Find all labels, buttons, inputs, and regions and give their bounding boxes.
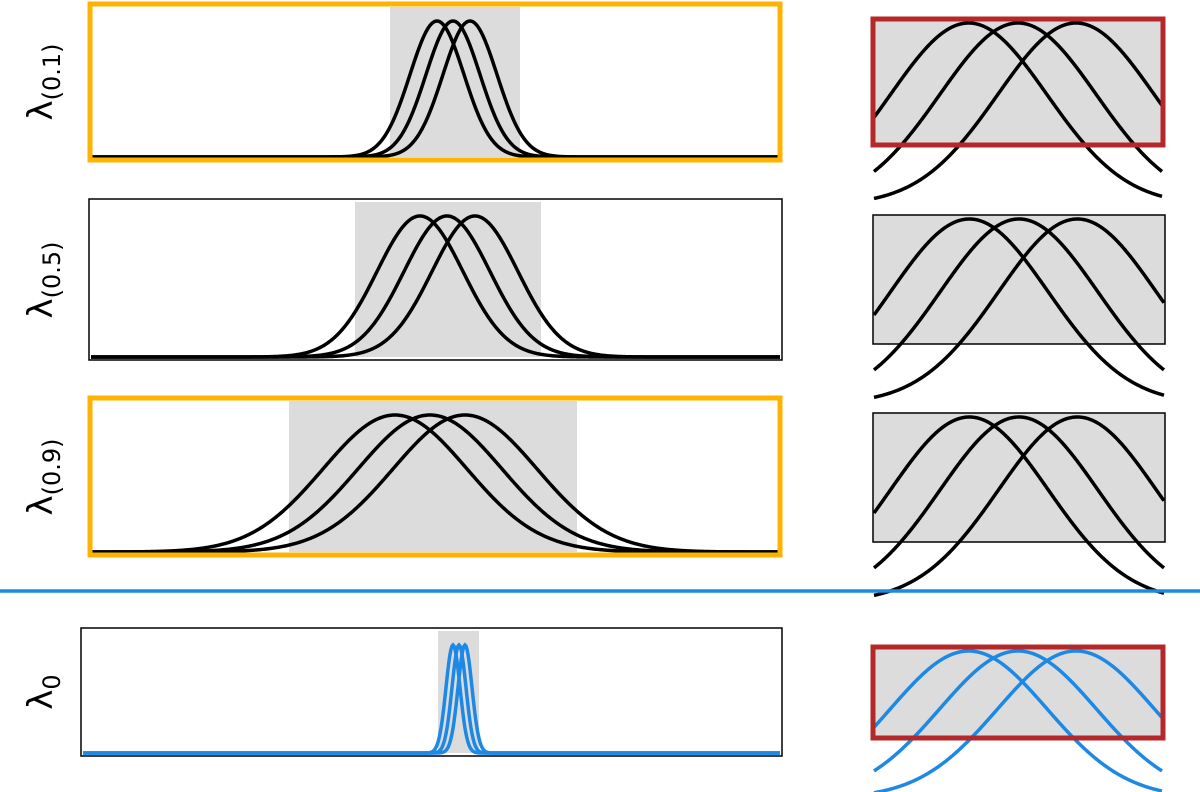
row: λ(0.5) (21, 198, 1166, 400)
row-label: λ(0.1) (21, 43, 66, 120)
label-symbol: λ (21, 690, 61, 710)
zoom-panel-frame (870, 644, 1166, 741)
panel-frame (88, 198, 783, 361)
zoom-panel-frame (870, 16, 1166, 148)
zoom-panel-frame (872, 214, 1166, 345)
panel-frame (80, 627, 783, 757)
label-subscript: (0.9) (38, 438, 66, 495)
curve (872, 415, 1165, 595)
curve (873, 649, 1164, 792)
curve (83, 642, 780, 755)
row: λ(0.1) (21, 1, 1166, 201)
curve (92, 413, 778, 554)
curve (873, 649, 1163, 773)
label-subscript: (0.5) (38, 241, 66, 298)
panel-frame (87, 1, 783, 163)
row: λ0 (21, 627, 1166, 792)
zoom-panel-frame (872, 412, 1166, 543)
row-label: λ(0.5) (21, 241, 66, 318)
curve (872, 217, 1165, 397)
panel-bg (81, 628, 782, 756)
label-symbol: λ (21, 495, 61, 515)
curve (873, 21, 1164, 201)
zoom-panel-bg (873, 647, 1163, 738)
curve (872, 21, 1163, 199)
curve (873, 415, 1166, 598)
row-label: λ0 (21, 674, 66, 709)
curve (92, 19, 778, 159)
label-subscript: 0 (38, 674, 66, 689)
row-label: λ(0.9) (21, 438, 66, 515)
row: λ(0.9) (21, 395, 1166, 598)
curve (872, 649, 1163, 792)
curve (872, 217, 1166, 372)
curve (872, 415, 1166, 570)
highlight-region (355, 202, 541, 357)
zoom-panel-bg (873, 413, 1165, 542)
curve (91, 214, 780, 359)
label-symbol: λ (21, 100, 61, 120)
curve (873, 217, 1166, 400)
panel-frame (87, 395, 783, 558)
zoom-panel-bg (873, 19, 1163, 145)
curve (872, 21, 1164, 173)
label-subscript: (0.1) (38, 43, 66, 100)
label-symbol: λ (21, 298, 61, 318)
zoom-panel-bg (873, 215, 1165, 344)
